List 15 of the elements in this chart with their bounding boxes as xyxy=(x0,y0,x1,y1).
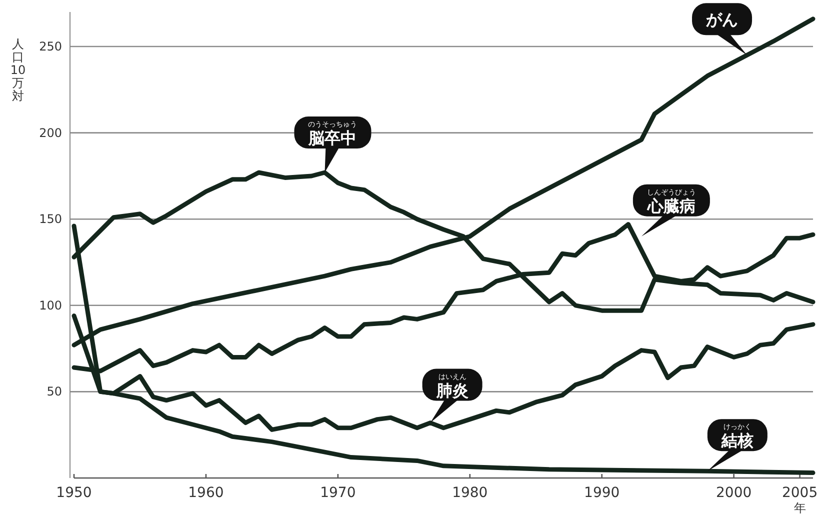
annotation: がん xyxy=(705,10,738,30)
y-tick-label: 50 xyxy=(46,384,62,399)
x-axis-title: 年 xyxy=(794,501,806,515)
y-tick-label: 200 xyxy=(39,126,62,140)
x-tick-label: 1990 xyxy=(584,485,620,501)
y-tick-label: 100 xyxy=(39,298,62,312)
x-tick-label: 1970 xyxy=(320,485,356,501)
x-tick-label: 2000 xyxy=(716,485,752,501)
y-tick-label: 150 xyxy=(39,212,62,226)
x-tick-label: 1950 xyxy=(56,485,92,501)
y-axis-title: 人口10万対 xyxy=(10,37,26,103)
y-tick-label: 250 xyxy=(39,40,62,54)
x-tick-label: 2005 xyxy=(782,485,818,501)
x-tick-label: 1980 xyxy=(452,485,488,501)
x-tick-label: 1960 xyxy=(188,485,224,501)
